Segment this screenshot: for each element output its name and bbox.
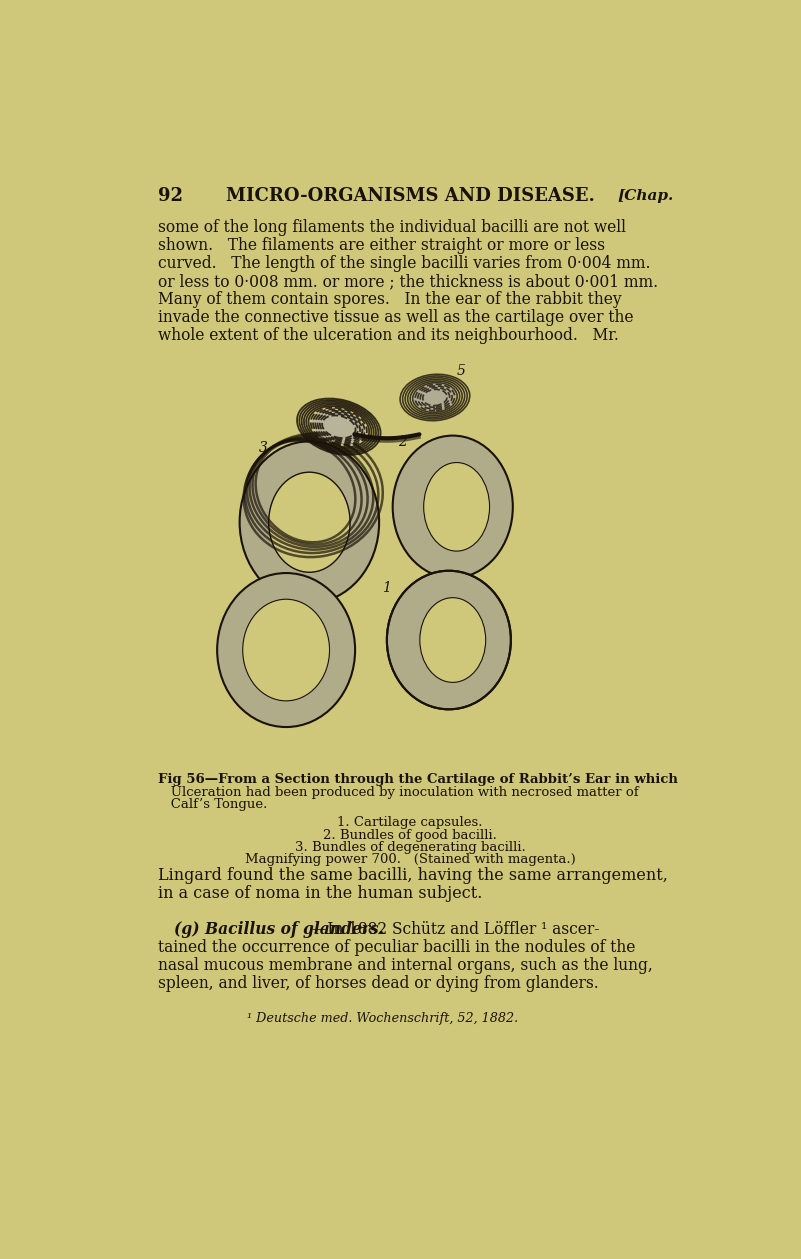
Ellipse shape — [387, 570, 511, 709]
Text: nasal mucous membrane and internal organs, such as the lung,: nasal mucous membrane and internal organ… — [159, 957, 653, 974]
Ellipse shape — [392, 436, 513, 578]
Ellipse shape — [392, 613, 505, 682]
Text: 1: 1 — [382, 582, 392, 596]
Ellipse shape — [424, 462, 489, 551]
Ellipse shape — [322, 415, 356, 438]
Text: 92: 92 — [159, 186, 183, 205]
Text: (g) Bacillus of glanders.: (g) Bacillus of glanders. — [174, 922, 384, 938]
Ellipse shape — [239, 442, 379, 603]
Ellipse shape — [268, 472, 350, 573]
Text: Many of them contain spores.   In the ear of the rabbit they: Many of them contain spores. In the ear … — [159, 291, 622, 308]
Text: Lingard found the same bacilli, having the same arrangement,: Lingard found the same bacilli, having t… — [159, 867, 668, 884]
Text: MICRO-ORGANISMS AND DISEASE.: MICRO-ORGANISMS AND DISEASE. — [226, 186, 594, 205]
Text: or less to 0·008 mm. or more ; the thickness is about 0·001 mm.: or less to 0·008 mm. or more ; the thick… — [159, 273, 658, 290]
Text: 1. Cartilage capsules.: 1. Cartilage capsules. — [337, 816, 483, 830]
Text: Ulceration had been produced by inoculation with necrosed matter of: Ulceration had been produced by inoculat… — [159, 786, 639, 798]
Text: —In 1882 Schütz and Löffler ¹ ascer-: —In 1882 Schütz and Löffler ¹ ascer- — [312, 922, 599, 938]
Text: [Chap.: [Chap. — [618, 189, 674, 203]
Ellipse shape — [423, 389, 447, 405]
Ellipse shape — [312, 409, 365, 444]
Text: 3: 3 — [259, 441, 268, 454]
Text: Magnifying power 700.   (Stained with magenta.): Magnifying power 700. (Stained with mage… — [245, 854, 575, 866]
Ellipse shape — [217, 573, 355, 726]
Ellipse shape — [413, 384, 457, 412]
Text: invade the connective tissue as well as the cartilage over the: invade the connective tissue as well as … — [159, 310, 634, 326]
Text: ¹ Deutsche med. Wochenschrift, 52, 1882.: ¹ Deutsche med. Wochenschrift, 52, 1882. — [248, 1012, 518, 1025]
Text: shown.   The filaments are either straight or more or less: shown. The filaments are either straight… — [159, 237, 606, 254]
Ellipse shape — [243, 599, 329, 701]
Text: spleen, and liver, of horses dead or dying from glanders.: spleen, and liver, of horses dead or dyi… — [159, 976, 599, 992]
Text: 2: 2 — [398, 436, 407, 449]
Text: curved.   The length of the single bacilli varies from 0·004 mm.: curved. The length of the single bacilli… — [159, 256, 650, 272]
Ellipse shape — [392, 598, 505, 667]
Text: in a case of noma in the human subject.: in a case of noma in the human subject. — [159, 885, 483, 903]
Text: 3. Bundles of degenerating bacilli.: 3. Bundles of degenerating bacilli. — [295, 841, 525, 854]
Text: Calf’s Tongue.: Calf’s Tongue. — [159, 798, 268, 811]
Text: 2. Bundles of good bacilli.: 2. Bundles of good bacilli. — [323, 828, 497, 842]
Text: whole extent of the ulceration and its neighbourhood.   Mr.: whole extent of the ulceration and its n… — [159, 327, 619, 345]
Text: 5: 5 — [457, 364, 465, 378]
Text: some of the long filaments the individual bacilli are not well: some of the long filaments the individua… — [159, 219, 626, 235]
Ellipse shape — [420, 598, 485, 682]
Text: tained the occurrence of peculiar bacilli in the nodules of the: tained the occurrence of peculiar bacill… — [159, 939, 636, 956]
Text: Fig 56—From a Section through the Cartilage of Rabbit’s Ear in which: Fig 56—From a Section through the Cartil… — [159, 773, 678, 786]
